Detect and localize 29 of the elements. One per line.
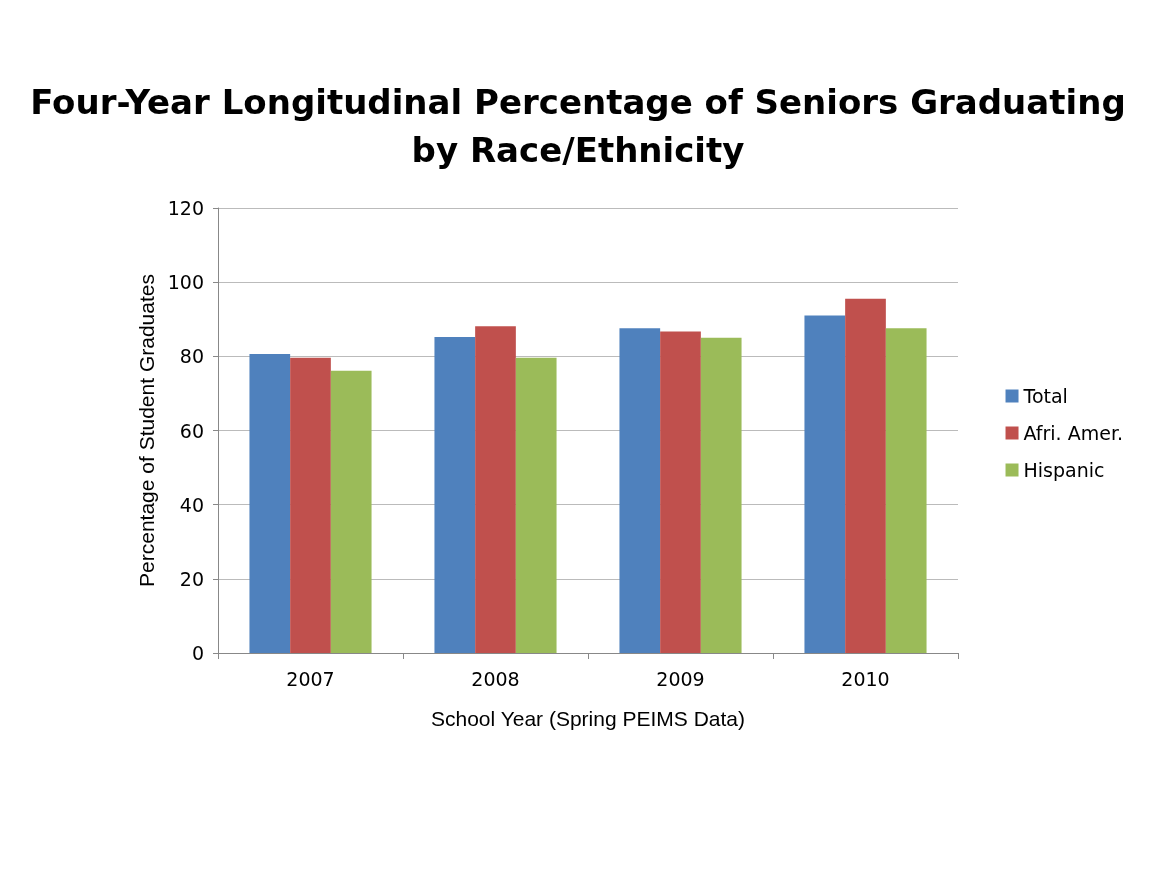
- bar: [434, 337, 476, 653]
- bar: [475, 326, 516, 653]
- bar: [845, 298, 886, 653]
- bar: [619, 328, 661, 653]
- bar: [660, 331, 701, 653]
- y-tick-label: 80: [179, 345, 204, 368]
- x-axis-title: School Year (Spring PEIMS Data): [431, 707, 745, 730]
- x-tick-label: 2009: [656, 667, 705, 690]
- y-tick-label: 0: [191, 642, 204, 664]
- bar: [700, 337, 742, 653]
- y-tick-label: 60: [179, 419, 204, 442]
- y-tick-label: 40: [179, 493, 204, 516]
- bar: [330, 370, 372, 653]
- y-tick-label: 120: [167, 197, 204, 219]
- y-tick-label: 20: [179, 567, 204, 590]
- legend-label: Hispanic: [1023, 459, 1105, 481]
- legend-label: Total: [1022, 385, 1068, 407]
- x-tick-label: 2008: [471, 667, 520, 690]
- legend-label: Afri. Amer.: [1023, 422, 1123, 444]
- bar: [515, 357, 557, 653]
- bar: [804, 315, 846, 653]
- x-tick-label: 2010: [841, 667, 890, 690]
- y-tick-label: 100: [167, 271, 204, 294]
- bar: [290, 357, 331, 653]
- y-axis-title: Percentage of Student Graduates: [134, 274, 158, 587]
- x-tick-label: 2007: [286, 667, 335, 690]
- bar: [249, 354, 291, 653]
- chart-title: Four-Year Longitudinal Percentage of Seniors Graduating by Race/Ethnicity: [30, 82, 1126, 170]
- bar: [885, 328, 927, 653]
